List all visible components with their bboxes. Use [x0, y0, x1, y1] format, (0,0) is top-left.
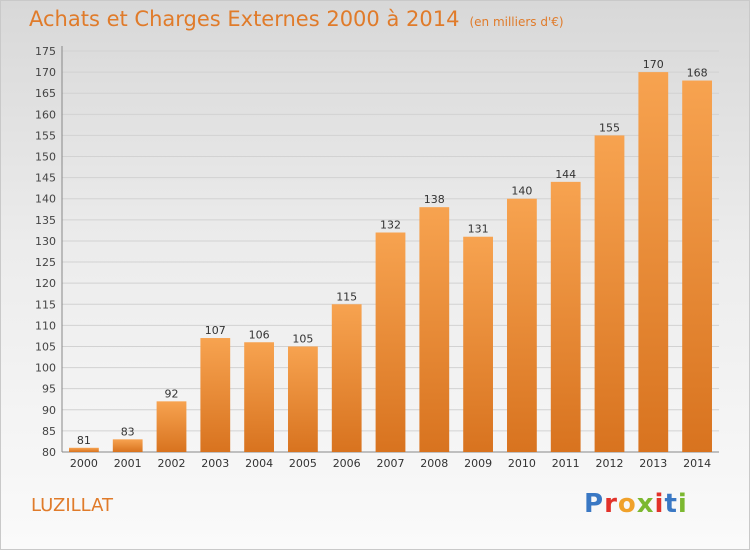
- data-label-2005: 105: [292, 332, 313, 345]
- bar-2006: [331, 304, 362, 452]
- y-tick-label: 160: [35, 108, 56, 121]
- data-label-2000: 81: [77, 434, 91, 447]
- brand-letter: i: [654, 489, 665, 519]
- data-label-2012: 155: [599, 121, 620, 134]
- data-label-2003: 107: [205, 324, 226, 337]
- x-tick-label-2014: 2014: [683, 457, 711, 470]
- data-label-2008: 138: [424, 193, 445, 206]
- y-tick-label: 175: [35, 45, 56, 58]
- bar-2004: [244, 342, 274, 452]
- brand-letter: o: [617, 489, 637, 519]
- y-tick-label: 85: [42, 425, 56, 438]
- x-tick-label-2002: 2002: [158, 457, 186, 470]
- brand-logo: Proxiti: [584, 489, 688, 519]
- bar-2007: [375, 232, 406, 452]
- y-tick-label: 90: [42, 404, 56, 417]
- y-tick-label: 155: [35, 129, 56, 142]
- y-tick-label: 120: [35, 277, 56, 290]
- y-tick-label: 140: [35, 193, 56, 206]
- bar-2000: [69, 447, 99, 452]
- x-tick-label-2005: 2005: [289, 457, 317, 470]
- x-tick-label-2001: 2001: [114, 457, 142, 470]
- brand-letter: i: [677, 489, 688, 519]
- x-axis: 2000 2001 2002 2003 2004 2005 2006 2007 2008 2009…: [70, 457, 711, 470]
- brand-letter: r: [604, 489, 618, 519]
- y-tick-label: 145: [35, 172, 56, 185]
- location-label: LUZILLAT: [31, 495, 114, 516]
- data-label-2007: 132: [380, 219, 401, 232]
- y-tick-label: 135: [35, 214, 56, 227]
- y-tick-label: 115: [35, 298, 56, 311]
- bar-2012: [594, 135, 625, 452]
- data-labels: 81 83 92 107 106 105 115 132 138 131 140 144 155 170 1…: [77, 58, 708, 447]
- brand-letter: x: [636, 489, 655, 519]
- data-label-2014: 168: [687, 67, 708, 80]
- bar-2014: [682, 80, 712, 453]
- y-tick-label: 150: [35, 151, 56, 164]
- x-tick-label-2012: 2012: [596, 457, 624, 470]
- brand-letter: t: [664, 489, 678, 519]
- y-tick-label: 95: [42, 383, 56, 396]
- y-tick-label: 80: [42, 446, 56, 459]
- bar-2010: [507, 198, 537, 452]
- x-tick-label-2000: 2000: [70, 457, 98, 470]
- data-label-2009: 131: [468, 223, 489, 236]
- x-tick-label-2006: 2006: [333, 457, 361, 470]
- x-tick-label-2007: 2007: [377, 457, 405, 470]
- data-label-2010: 140: [511, 185, 532, 198]
- y-tick-label: 170: [35, 66, 56, 79]
- x-tick-label-2003: 2003: [201, 457, 229, 470]
- x-tick-label-2004: 2004: [245, 457, 273, 470]
- bar-2011: [550, 181, 581, 452]
- x-tick-label-2010: 2010: [508, 457, 536, 470]
- x-tick-label-2008: 2008: [420, 457, 448, 470]
- x-tick-label-2009: 2009: [464, 457, 492, 470]
- y-tick-label: 165: [35, 87, 56, 100]
- bar-2002: [156, 401, 187, 452]
- bar-2009: [463, 236, 493, 452]
- brand-letter: P: [584, 489, 605, 519]
- bar-2008: [419, 207, 450, 452]
- y-tick-label: 100: [35, 362, 56, 375]
- y-tick-label: 130: [35, 235, 56, 248]
- bar-2001: [112, 439, 143, 452]
- x-tick-label-2013: 2013: [639, 457, 667, 470]
- data-label-2002: 92: [165, 387, 179, 400]
- chart-title-text: Achats et Charges Externes 2000 à 2014: [29, 7, 460, 31]
- y-tick-label: 105: [35, 340, 56, 353]
- bar-2005: [288, 346, 318, 452]
- data-label-2011: 144: [555, 168, 576, 181]
- chart-title: Achats et Charges Externes 2000 à 2014 (e…: [29, 7, 564, 31]
- data-label-2004: 106: [249, 328, 270, 341]
- chart-unit: (en milliers d'€): [469, 15, 564, 29]
- y-tick-label: 110: [35, 319, 56, 332]
- data-label-2001: 83: [121, 425, 135, 438]
- x-tick-label-2011: 2011: [552, 457, 580, 470]
- data-label-2013: 170: [643, 58, 664, 71]
- bars: [69, 72, 712, 453]
- data-label-2006: 115: [336, 290, 357, 303]
- y-tick-label: 125: [35, 256, 56, 269]
- bar-2013: [638, 72, 669, 453]
- bar-2003: [200, 338, 231, 452]
